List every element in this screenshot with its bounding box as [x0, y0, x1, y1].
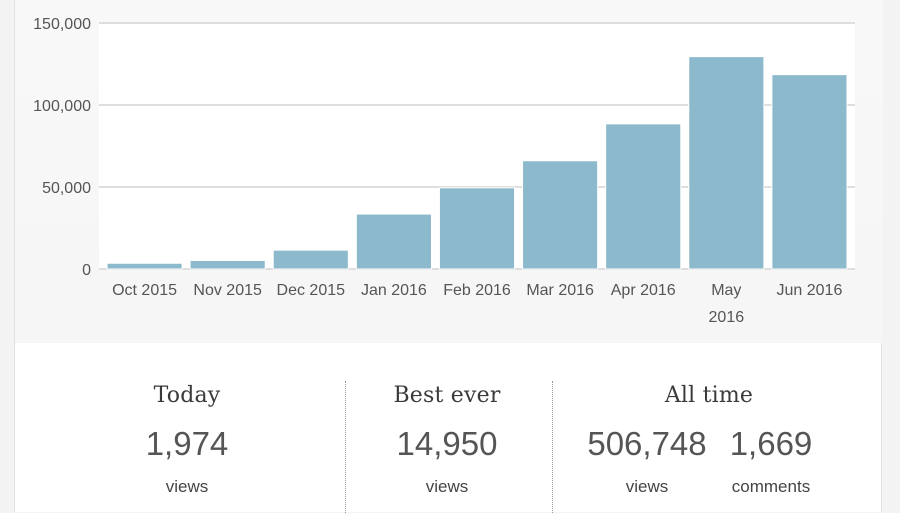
bar-mar-2016[interactable]	[522, 160, 599, 270]
best-ever-views-value: 14,950	[396, 425, 498, 462]
all-time-comments: 1,669 comments	[711, 408, 831, 497]
best-ever-views-unit: views	[425, 477, 469, 496]
today-views-value: 1,974	[145, 425, 229, 462]
today-views-unit: views	[165, 477, 209, 496]
bar-jan-2016[interactable]	[355, 213, 432, 270]
today-title: Today	[153, 383, 221, 408]
y-tick-label: 0	[82, 262, 91, 279]
bar-may-2016[interactable]	[688, 56, 765, 270]
bar-oct-2015[interactable]	[106, 262, 183, 270]
all-time-views-value: 506,748	[587, 425, 707, 462]
views-chart-area: 0 50,000 100,000 150,000 Oct 2015 Nov 2015 De…	[15, 0, 883, 343]
y-tick-label: 50,000	[42, 180, 91, 197]
all-time-views: 506,748 views	[577, 408, 717, 497]
all-time-views-unit: views	[625, 477, 669, 496]
x-tick-label: Nov 2015	[193, 282, 262, 299]
y-axis: 0 50,000 100,000 150,000	[33, 16, 91, 279]
x-tick-label: Mar 2016	[526, 282, 594, 299]
x-tick-label: Oct 2015	[112, 282, 177, 299]
stats-divider-2	[552, 381, 553, 513]
bar-dec-2015[interactable]	[272, 249, 349, 270]
stats-divider-1	[345, 381, 346, 513]
bar-nov-2015[interactable]	[189, 259, 266, 270]
x-tick-label: Feb 2016	[443, 282, 511, 299]
stats-summary: Today 1,974 views Best ever 14,950 views…	[15, 373, 883, 513]
all-time-comments-value: 1,669	[729, 425, 813, 462]
chart-bars	[106, 56, 848, 270]
views-bar-chart: 0 50,000 100,000 150,000 Oct 2015 Nov 2015 De…	[33, 16, 855, 326]
x-axis: Oct 2015 Nov 2015 Dec 2015 Jan 2016 Feb 2016…	[112, 282, 842, 326]
bar-feb-2016[interactable]	[438, 187, 516, 270]
x-tick-label: Apr 2016	[611, 282, 676, 299]
all-time-title: All time	[664, 383, 754, 408]
y-tick-label: 150,000	[33, 16, 91, 33]
all-time-stat: All time 506,748 views 1,669 comments	[563, 383, 855, 513]
x-tick-label: May 2016	[709, 282, 745, 326]
bar-jun-2016[interactable]	[771, 74, 848, 270]
best-ever-stat: Best ever 14,950 views	[347, 383, 547, 513]
stats-card: 0 50,000 100,000 150,000 Oct 2015 Nov 2015 De…	[14, 0, 883, 513]
all-time-comments-unit: comments	[731, 477, 811, 496]
y-tick-label: 100,000	[33, 98, 91, 115]
x-tick-label: Dec 2015	[277, 282, 346, 299]
best-ever-title: Best ever	[393, 383, 501, 408]
bar-apr-2016[interactable]	[605, 123, 682, 270]
x-tick-label: Jun 2016	[777, 282, 843, 299]
x-tick-label: Jan 2016	[361, 282, 427, 299]
today-stat: Today 1,974 views	[85, 383, 289, 513]
